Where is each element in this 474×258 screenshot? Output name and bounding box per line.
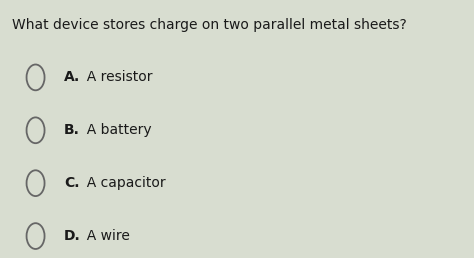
Text: A resistor: A resistor: [78, 70, 153, 84]
Text: A.: A.: [64, 70, 80, 84]
Text: A battery: A battery: [78, 123, 152, 137]
Text: A wire: A wire: [78, 229, 130, 243]
Text: C.: C.: [64, 176, 80, 190]
Text: What device stores charge on two parallel metal sheets?: What device stores charge on two paralle…: [12, 18, 407, 32]
Text: A capacitor: A capacitor: [78, 176, 166, 190]
Text: D.: D.: [64, 229, 81, 243]
Text: B.: B.: [64, 123, 80, 137]
